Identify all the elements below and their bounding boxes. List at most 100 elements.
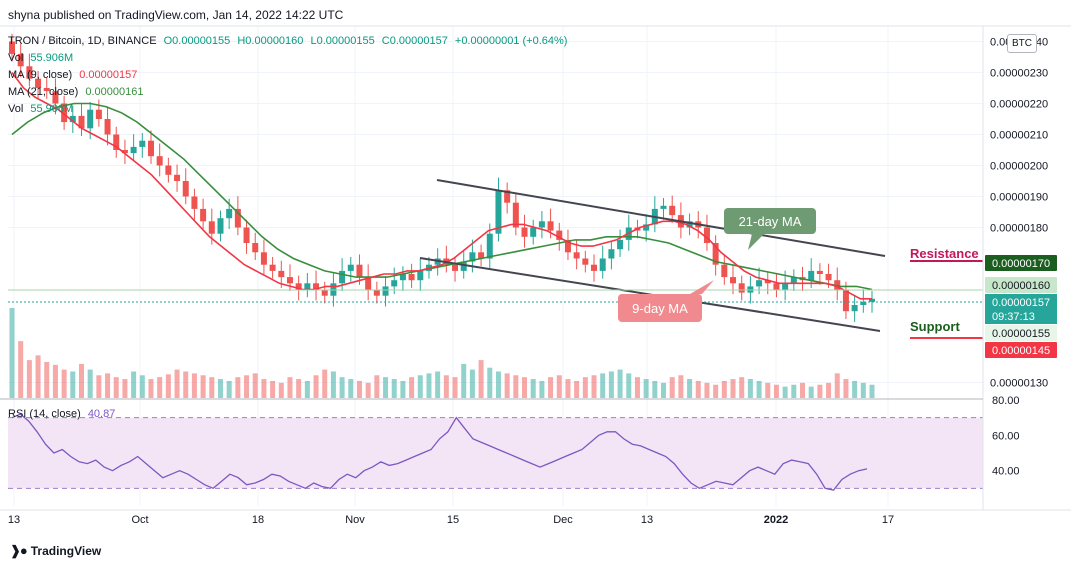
time-tick-label: 15 xyxy=(447,514,459,526)
resistance-label: Resistance xyxy=(910,246,979,261)
last-price-box xyxy=(985,294,1057,324)
candle-body xyxy=(842,289,849,312)
time-tick-label: Nov xyxy=(345,514,365,526)
volume-bar xyxy=(574,380,580,398)
volume-bar xyxy=(113,377,119,398)
volume-bar xyxy=(244,375,250,398)
vol-legend: Vol 55.906M xyxy=(8,52,73,64)
volume-bar xyxy=(356,380,362,398)
volume-bar xyxy=(105,373,111,398)
volume-bar xyxy=(9,308,15,398)
candle-body xyxy=(521,227,528,237)
candle-body xyxy=(104,119,111,135)
candle-body xyxy=(538,221,545,228)
upper-trendline xyxy=(436,179,886,257)
volume-bar xyxy=(261,379,267,398)
volume-bar xyxy=(765,382,771,398)
candle-body xyxy=(495,190,502,234)
candle-body xyxy=(530,227,537,237)
volume-bar xyxy=(643,379,649,398)
price-tick-label: 0.00000180 xyxy=(990,223,1048,235)
volume-bar xyxy=(148,379,154,398)
price-tick-label: 0.00000200 xyxy=(990,161,1048,173)
volume-bar xyxy=(304,380,310,398)
candle-body xyxy=(35,78,42,88)
volume-bar xyxy=(478,360,484,398)
candle-body xyxy=(564,239,571,253)
volume-bar xyxy=(391,379,397,398)
price-tick-label: 0.00000190 xyxy=(990,192,1048,204)
rsi-tick-label: 40.00 xyxy=(992,466,1020,478)
candle-body xyxy=(399,274,406,281)
time-tick-label: Oct xyxy=(131,514,148,526)
candle-body xyxy=(165,165,172,175)
candle-body xyxy=(478,252,485,259)
volume-bar xyxy=(122,379,128,398)
volume-bar xyxy=(634,377,640,398)
volume-bar xyxy=(365,382,371,398)
candle-body xyxy=(87,109,94,129)
volume-bar xyxy=(556,375,562,398)
volume-bar xyxy=(582,377,588,398)
volume-bar xyxy=(26,360,32,398)
vol2-legend: Vol 55.906M xyxy=(8,103,73,115)
support-label: Support xyxy=(910,319,960,334)
ma21-price-label-box xyxy=(985,277,1057,293)
candle-body xyxy=(460,261,467,271)
volume-bar xyxy=(87,369,93,398)
volume-bar xyxy=(435,371,441,398)
currency-button[interactable]: BTC xyxy=(1007,34,1037,53)
ma21-callout xyxy=(724,208,816,234)
rsi-pane: 80.00 60.00 40.00 xyxy=(8,395,1020,491)
volume-bar xyxy=(400,380,406,398)
volume-bar xyxy=(287,377,293,398)
candle-body xyxy=(669,205,676,216)
resistance-price-label: 0.00000170 xyxy=(992,258,1050,270)
candle-body xyxy=(573,252,580,259)
volume-bar xyxy=(713,384,719,398)
vol-label: Vol xyxy=(8,52,24,64)
price-tick-label: 0.00000130 xyxy=(990,378,1048,390)
candle-body xyxy=(660,205,667,209)
volume-bar xyxy=(252,373,258,398)
volume-bar xyxy=(843,379,849,398)
time-tick-label: 2022 xyxy=(764,514,788,526)
candle-body xyxy=(790,277,797,284)
time-tick-label: 18 xyxy=(252,514,264,526)
candle-body xyxy=(78,115,85,129)
volume-bar xyxy=(852,380,858,398)
volume-bar xyxy=(730,379,736,398)
volume-bar xyxy=(226,380,232,398)
candles xyxy=(9,33,875,323)
candle-body xyxy=(113,134,120,150)
publish-info: shyna published on TradingView.com, Jan … xyxy=(8,8,344,22)
volume-bar xyxy=(70,371,76,398)
candle-body xyxy=(243,227,250,243)
symbol-name[interactable]: TRON / Bitcoin, 1D, BINANCE xyxy=(8,35,157,47)
candle-body xyxy=(121,150,128,154)
candle-body xyxy=(816,270,823,274)
tradingview-logo-icon: ❱● xyxy=(10,543,28,558)
candle-body xyxy=(738,283,745,293)
volume-bar xyxy=(626,373,632,398)
close-value: C0.00000157 xyxy=(381,35,448,47)
rsi-polyline xyxy=(11,413,868,491)
rsi-tick-label: 80.00 xyxy=(992,395,1020,407)
candle-body xyxy=(556,230,563,240)
volume-bar xyxy=(191,373,197,398)
candle-body xyxy=(869,298,875,302)
volume-bar xyxy=(383,377,389,398)
volume-bar xyxy=(461,363,467,398)
candle-body xyxy=(591,264,598,271)
countdown-label: 09:37:13 xyxy=(992,311,1035,323)
volume-bars xyxy=(9,308,875,398)
candle-body xyxy=(295,283,302,290)
candle-body xyxy=(417,270,424,281)
volume-bar xyxy=(131,371,137,398)
rsi-tick-label: 60.00 xyxy=(992,430,1020,442)
candle-body xyxy=(773,283,780,290)
volume-bar xyxy=(565,379,571,398)
candle-body xyxy=(200,208,207,222)
candle-body xyxy=(17,53,24,67)
volume-bar xyxy=(860,382,866,398)
